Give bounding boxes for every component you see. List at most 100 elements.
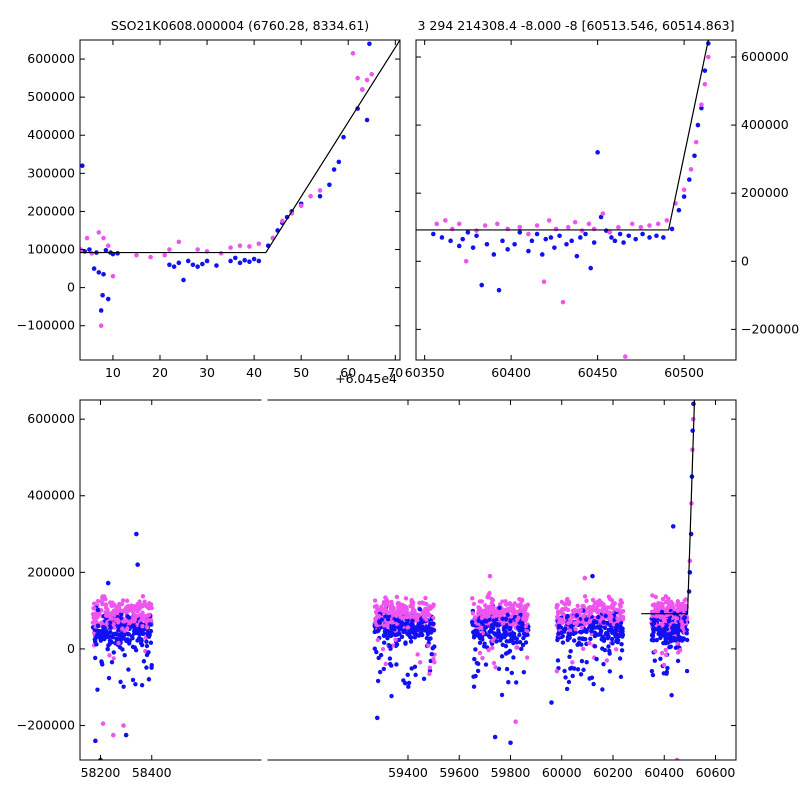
bottom-point-magenta-generated — [554, 668, 560, 674]
bottom-point-blue-generated — [394, 642, 400, 647]
top-right-point-magenta — [706, 54, 711, 60]
bottom-point-blue-generated — [387, 643, 392, 649]
bottom-point-magenta-generated — [132, 617, 138, 623]
bottom-point-blue-generated — [375, 678, 381, 684]
bottom-point-magenta-generated — [586, 605, 591, 611]
bottom-point-blue-generated — [517, 632, 522, 638]
bottom-point-blue — [508, 740, 513, 746]
bottom-point-magenta — [582, 575, 588, 581]
bottom-point-magenta-generated — [383, 606, 388, 611]
top-left-point-blue — [185, 258, 191, 264]
bottom-point-magenta-generated — [579, 625, 584, 630]
bottom-point-blue-generated — [469, 620, 475, 625]
top-right-point-magenta — [534, 223, 540, 228]
bottom-point-blue-generated — [141, 659, 147, 664]
bottom-point-magenta-generated — [375, 637, 381, 643]
top-left-point-magenta — [98, 323, 104, 329]
top-right-point-magenta — [638, 224, 644, 230]
bottom-point-magenta-generated — [489, 596, 494, 601]
top-right-point-blue — [583, 231, 588, 237]
top-right-point-blue — [695, 122, 701, 128]
bottom-point-magenta-generated — [522, 605, 528, 611]
bottom-point-magenta-generated — [124, 598, 130, 603]
bottom-point-magenta-generated — [581, 646, 586, 651]
bottom-point-blue-generated — [428, 621, 433, 626]
bottom-point-blue-generated — [670, 630, 675, 636]
top-left-xtick-label: 50 — [293, 365, 309, 380]
bottom-point-magenta-generated — [103, 596, 108, 602]
bottom-point-magenta-generated — [523, 617, 528, 623]
top-right-point-blue — [612, 238, 618, 244]
bottom-point-blue-generated — [583, 637, 588, 642]
bottom-point-blue-generated — [144, 643, 150, 649]
bottom-point-blue-generated — [425, 629, 430, 634]
bottom-point-magenta-generated — [514, 645, 519, 650]
bottom-ytick-label: 0 — [67, 641, 75, 656]
bottom-point-blue-generated — [661, 631, 667, 637]
bottom-point-blue-generated — [374, 649, 379, 655]
bottom-point-blue-generated — [589, 675, 595, 680]
top-right-point-blue — [699, 105, 704, 111]
top-left-ytick-label: 100000 — [27, 242, 75, 257]
bottom-point-blue-generated — [126, 615, 132, 620]
top-right-point-magenta — [565, 224, 571, 230]
top-right-point-magenta — [629, 221, 635, 227]
bottom-point-magenta-generated — [140, 594, 146, 599]
bottom-point-blue-generated — [406, 680, 412, 686]
bottom-point-blue-generated — [581, 667, 586, 673]
bottom-point-blue-generated — [517, 639, 523, 645]
bottom-point-blue-generated — [474, 628, 480, 634]
top-left-ytick-label: 500000 — [27, 89, 75, 104]
top-right-point-magenta — [702, 81, 708, 87]
bottom-point-blue-generated — [664, 671, 669, 676]
bottom-point-blue-generated — [673, 645, 679, 651]
bottom-xtick-label: 59800 — [491, 765, 531, 780]
top-right-point-magenta — [482, 223, 488, 228]
bottom-point-magenta — [487, 573, 493, 579]
bottom-point-magenta-generated — [606, 610, 611, 616]
bottom-point-magenta-generated — [675, 641, 680, 646]
bottom-point-blue-generated — [474, 660, 480, 666]
bottom-point-magenta-generated — [586, 613, 591, 618]
top-right-point-magenta — [474, 228, 479, 233]
bottom-point-magenta-generated — [490, 638, 495, 644]
bottom-point-magenta-generated — [557, 619, 562, 625]
bottom-point-blue-generated — [413, 672, 418, 678]
top-right-point-blue — [617, 231, 623, 237]
bottom-point-blue-generated — [431, 621, 436, 626]
top-left-offset-label: +6.045e4 — [335, 371, 397, 386]
bottom-point-blue-generated — [564, 686, 570, 692]
bottom-point-magenta-generated — [129, 603, 134, 608]
top-left-point-blue — [195, 264, 200, 269]
top-right-point-magenta — [688, 167, 694, 172]
bottom-point-blue-generated — [109, 660, 115, 665]
bottom-point-magenta-generated — [594, 605, 599, 611]
top-left-point-magenta — [176, 239, 182, 245]
top-left-point-magenta — [89, 251, 95, 256]
top-right-point-blue — [517, 230, 523, 235]
bottom-point-magenta-generated — [516, 615, 521, 621]
top-left-point-magenta — [110, 273, 116, 279]
top-right-point-magenta — [681, 187, 687, 193]
top-left-point-magenta — [148, 254, 153, 260]
top-right-point-magenta — [494, 221, 500, 227]
bottom-point-blue-generated — [389, 693, 394, 699]
bottom-point-blue-generated — [472, 656, 477, 662]
bottom-point-blue-generated — [511, 655, 516, 660]
bottom-point-magenta-generated — [524, 629, 530, 634]
bottom-point-magenta-generated — [604, 658, 610, 663]
bottom-point-magenta-generated — [395, 608, 401, 613]
bottom-point-magenta-generated — [653, 606, 658, 611]
bottom-point-blue-generated — [120, 647, 125, 652]
bottom-point-blue-generated — [590, 623, 595, 628]
bottom-point-blue-generated — [395, 631, 401, 637]
bottom-point-blue-generated — [145, 630, 150, 636]
bottom-point-blue-generated — [607, 669, 613, 674]
bottom-plot: 58200 58400 59400 59600 59800 60000 60200 60400… — [17, 398, 737, 780]
bottom-point-blue-generated — [592, 644, 598, 649]
bottom-point-magenta-generated — [660, 596, 666, 602]
bottom-point-magenta-generated — [521, 611, 527, 617]
top-right-point-blue — [626, 233, 632, 239]
bottom-point-magenta — [690, 416, 696, 422]
bottom-point-magenta-generated — [109, 616, 114, 622]
